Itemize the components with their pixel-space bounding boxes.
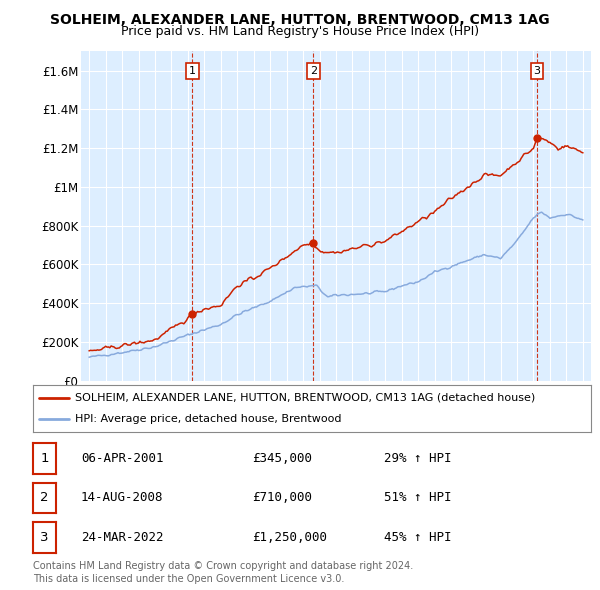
- Text: 3: 3: [40, 531, 49, 544]
- Text: 1: 1: [40, 452, 49, 465]
- Text: 2: 2: [40, 491, 49, 504]
- Text: 14-AUG-2008: 14-AUG-2008: [81, 491, 163, 504]
- Text: 06-APR-2001: 06-APR-2001: [81, 452, 163, 465]
- Text: 24-MAR-2022: 24-MAR-2022: [81, 531, 163, 544]
- Text: £1,250,000: £1,250,000: [252, 531, 327, 544]
- Text: This data is licensed under the Open Government Licence v3.0.: This data is licensed under the Open Gov…: [33, 574, 344, 584]
- Text: £710,000: £710,000: [252, 491, 312, 504]
- Text: Price paid vs. HM Land Registry's House Price Index (HPI): Price paid vs. HM Land Registry's House …: [121, 25, 479, 38]
- Text: 51% ↑ HPI: 51% ↑ HPI: [384, 491, 452, 504]
- Text: £345,000: £345,000: [252, 452, 312, 465]
- Text: Contains HM Land Registry data © Crown copyright and database right 2024.: Contains HM Land Registry data © Crown c…: [33, 560, 413, 571]
- Text: SOLHEIM, ALEXANDER LANE, HUTTON, BRENTWOOD, CM13 1AG (detached house): SOLHEIM, ALEXANDER LANE, HUTTON, BRENTWO…: [75, 393, 535, 403]
- Text: 3: 3: [533, 66, 541, 76]
- Text: 45% ↑ HPI: 45% ↑ HPI: [384, 531, 452, 544]
- Text: HPI: Average price, detached house, Brentwood: HPI: Average price, detached house, Bren…: [75, 414, 341, 424]
- Text: 1: 1: [189, 66, 196, 76]
- Text: SOLHEIM, ALEXANDER LANE, HUTTON, BRENTWOOD, CM13 1AG: SOLHEIM, ALEXANDER LANE, HUTTON, BRENTWO…: [50, 13, 550, 27]
- Text: 2: 2: [310, 66, 317, 76]
- Text: 29% ↑ HPI: 29% ↑ HPI: [384, 452, 452, 465]
